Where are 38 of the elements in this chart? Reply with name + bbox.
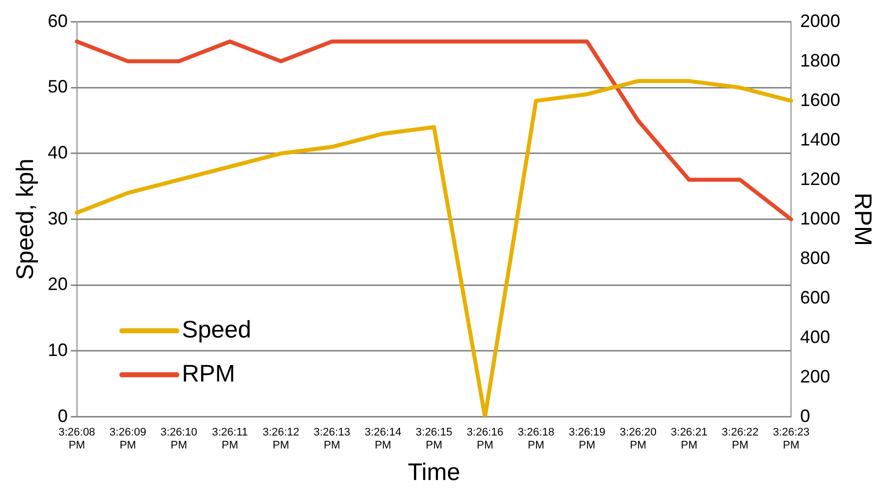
y-tick-label: 10 — [48, 340, 68, 360]
x-tick-label: 3:26:10 PM — [160, 426, 198, 452]
y-tick-label: 0 — [58, 406, 68, 426]
x-tick-label: 3:26:16 PM — [466, 426, 504, 452]
y2-tick-label: 1000 — [800, 208, 840, 228]
legend-label: Speed — [182, 316, 252, 344]
y-tick-label: 40 — [48, 142, 68, 162]
x-tick-label: 3:26:19 PM — [568, 426, 606, 452]
y2-tick-label: 600 — [800, 287, 830, 308]
y2-axis-title: RPM — [848, 192, 876, 246]
y-tick-label: 30 — [48, 208, 68, 228]
y2-tick-label: 2000 — [800, 10, 840, 31]
legend-label: RPM — [182, 360, 236, 388]
x-tick-label: 3:26:18 PM — [518, 426, 554, 452]
x-tick-label: 3:26:15 PM — [416, 426, 452, 452]
x-tick-label: 3:26:11 PM — [212, 426, 248, 452]
x-tick-label: 3:26:21 PM — [670, 426, 708, 452]
x-axis-title: Time — [408, 459, 460, 486]
y-axis-title: Speed, kph — [12, 158, 40, 280]
y2-tick-label: 1800 — [800, 50, 840, 70]
x-tick-label: 3:26:20 PM — [620, 426, 656, 452]
y2-tick-label: 1200 — [800, 168, 840, 189]
x-tick-label: 3:26:09 PM — [109, 426, 146, 452]
x-tick-label: 3:26:23 PM — [772, 426, 810, 452]
x-tick-label: 3:26:08 PM — [58, 426, 96, 452]
y-tick-label: 50 — [48, 76, 68, 97]
y2-tick-label: 1400 — [800, 129, 840, 150]
y2-tick-label: 0 — [800, 406, 810, 426]
y2-tick-label: 400 — [800, 326, 830, 347]
y-tick-label: 60 — [48, 10, 68, 31]
x-tick-label: 3:26:22 PM — [722, 426, 758, 452]
x-tick-label: 3:26:13 PM — [314, 426, 350, 452]
y2-tick-label: 200 — [800, 366, 830, 386]
x-tick-label: 3:26:14 PM — [364, 426, 402, 452]
x-tick-label: 3:26:12 PM — [262, 426, 300, 452]
y2-tick-label: 800 — [800, 248, 830, 268]
y2-tick-label: 1600 — [800, 90, 840, 110]
y-tick-label: 20 — [48, 274, 68, 294]
